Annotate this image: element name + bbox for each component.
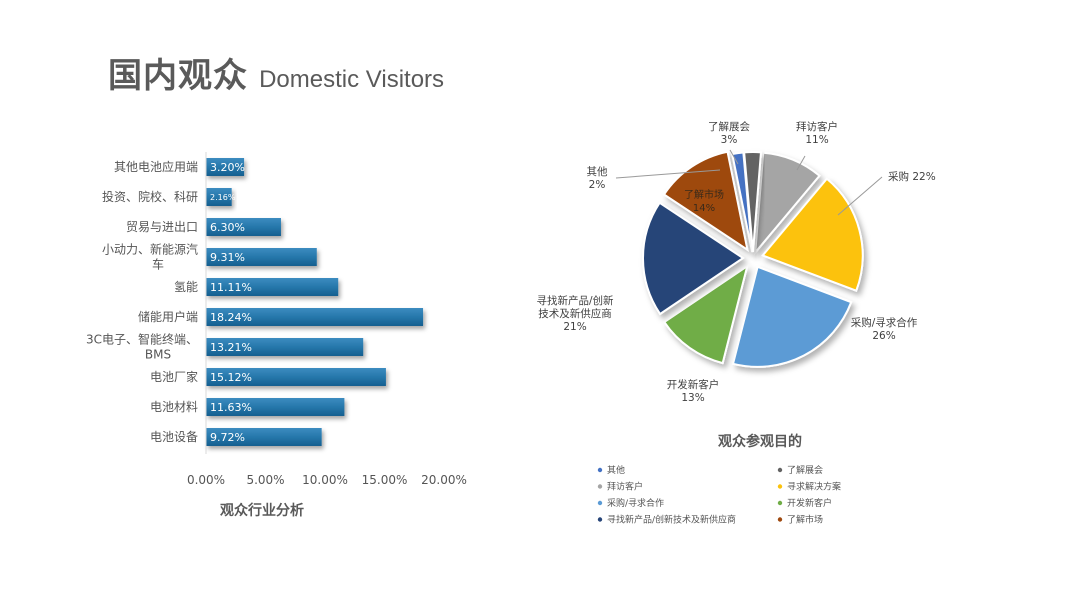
page-title-english: Domestic Visitors [259, 66, 445, 93]
legend-marker [777, 484, 783, 489]
category-label: 其他电池应用端 [114, 159, 198, 174]
legend-marker [597, 467, 603, 473]
bar-data-label: 11.63% [210, 401, 252, 414]
bar-data-label: 18.24% [210, 311, 252, 324]
pie-slice [642, 201, 745, 316]
pie-data-label: 寻找新产品/创新技术及新供应商 21% [536, 294, 614, 333]
pie-data-label: 开发新客户 13% [667, 378, 720, 404]
pie-data-label: 了解展会 3% [708, 120, 750, 146]
category-label: 储能用户端 [138, 309, 198, 324]
x-tick-label: 15.00% [362, 473, 408, 487]
leader-line [615, 169, 721, 179]
legend-marker [777, 500, 783, 506]
bar-data-label: 6.30% [210, 221, 245, 234]
page-title: 国内观众 Domestic Visitors [108, 48, 444, 97]
visit-purpose-pie-chart: 拜访客户 11% 采购 22% 采购/寻求合作 26% 开发新客户 13% 寻找新产品/创新技… [536, 120, 936, 526]
bar-data-label: 15.12% [210, 371, 252, 384]
pie-slice [761, 177, 864, 293]
category-label: 贸易与进出口 [126, 220, 198, 234]
industry-bar-chart: 3.20% 其他电池应用端 2.16% 投资、院校、科研 6.30% 贸易与进出口 9.31… [86, 152, 467, 519]
bar [206, 248, 317, 266]
bar-data-label: 9.72% [210, 431, 245, 444]
bar [206, 308, 424, 326]
pie-slice [662, 150, 749, 252]
bar-data-label: 3.20% [210, 161, 245, 174]
pie-data-label: 采购/寻求合作 26% [851, 316, 918, 342]
bar-data-label: 11.11% [210, 281, 252, 294]
legend-item: 了解市场 [787, 514, 823, 526]
bar [206, 428, 322, 446]
legend-item: 开发新客户 [787, 497, 832, 509]
leader-line [837, 176, 883, 216]
bar [206, 278, 339, 296]
pie-data-label: 其他 2% [587, 165, 608, 191]
legend-item: 了解展会 [787, 464, 823, 476]
legend-item: 其他 [607, 464, 625, 476]
legend-marker [777, 517, 783, 522]
leader-line [729, 149, 739, 165]
pie-data-label: 采购 22% [888, 170, 936, 183]
bar-data-label: 2.16% [210, 193, 236, 202]
bar-chart-title: 观众行业分析 [220, 502, 304, 519]
x-tick-label: 10.00% [302, 473, 348, 487]
legend-item: 拜访客户 [607, 481, 643, 493]
bar [206, 398, 345, 416]
pie-slice [662, 263, 749, 365]
category-label: 氢能 [174, 279, 198, 294]
category-label: 电池材料 [150, 400, 198, 414]
legend-item: 寻找新产品/创新技术及新供应商 [607, 514, 736, 526]
pie-slice [731, 265, 853, 368]
page-title-chinese: 国内观众 [108, 56, 248, 96]
pie-chart-title: 观众参观目的 [718, 433, 802, 450]
x-tick-label: 20.00% [421, 473, 467, 487]
legend-item: 寻求解决方案 [787, 481, 841, 493]
legend-marker [597, 517, 603, 522]
pie-slice [754, 151, 821, 256]
category-label: 小动力、新能源汽车 [102, 242, 198, 272]
bar [206, 338, 364, 356]
category-label: 投资、院校、科研 [102, 189, 198, 204]
bar [206, 188, 232, 206]
x-tick-label: 0.00% [187, 473, 225, 487]
bar [206, 218, 281, 236]
legend-marker [597, 500, 603, 506]
x-tick-label: 5.00% [246, 473, 284, 487]
leader-line [796, 155, 806, 171]
bar-data-label: 13.21% [210, 341, 252, 354]
pie-data-label: 了解市场 14% [684, 188, 724, 214]
legend-item: 采购/寻求合作 [607, 497, 664, 509]
bar-data-label: 9.31% [210, 251, 245, 264]
category-label: 电池厂家 [150, 369, 198, 384]
category-label: 电池设备 [150, 430, 198, 444]
legend-marker [597, 484, 603, 489]
legend-marker [777, 467, 783, 473]
pie-slice [743, 151, 763, 253]
category-label: 3C电子、智能终端、 BMS [86, 332, 198, 362]
bar [206, 368, 386, 386]
bar [206, 158, 245, 176]
pie-data-label: 拜访客户 11% [796, 120, 838, 146]
